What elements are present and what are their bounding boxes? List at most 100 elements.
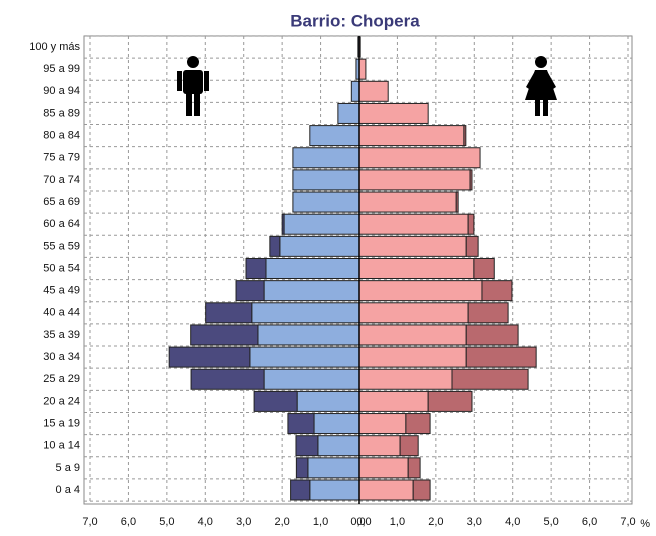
- bar: [358, 435, 401, 457]
- bar: [307, 457, 360, 479]
- bar: [283, 213, 360, 235]
- bar: [358, 258, 475, 279]
- bar: [358, 235, 467, 257]
- bar: [337, 102, 360, 124]
- bar: [358, 457, 409, 479]
- bar: [235, 280, 265, 302]
- bar: [251, 302, 360, 324]
- bar: [292, 169, 360, 191]
- x-tick-label: 3,0: [236, 516, 251, 528]
- y-tick-label: 95 a 99: [43, 63, 80, 75]
- bar: [358, 346, 467, 368]
- bar: [412, 479, 431, 501]
- bar: [463, 125, 467, 147]
- y-tick-label: 90 a 94: [43, 85, 80, 97]
- bar: [451, 368, 529, 390]
- x-tick-label: 5,0: [543, 516, 558, 528]
- y-tick-label: 0 a 4: [56, 484, 80, 496]
- y-tick-label: 45 a 49: [43, 285, 80, 297]
- bar: [263, 368, 360, 390]
- bar: [358, 390, 429, 412]
- bar: [481, 280, 513, 302]
- bar: [249, 346, 360, 368]
- bar: [309, 479, 360, 501]
- x-unit: %: [640, 518, 650, 530]
- bar: [295, 435, 319, 457]
- y-tick-label: 100 y más: [29, 41, 80, 53]
- x-tick-label: 3,0: [467, 516, 482, 528]
- bar: [358, 413, 407, 435]
- y-tick-label: 85 a 89: [43, 107, 80, 119]
- x-tick-label: 6,0: [582, 516, 597, 528]
- y-tick-label: 80 a 84: [43, 130, 80, 142]
- bar: [313, 413, 360, 435]
- x-tick-label: 2,0: [428, 516, 443, 528]
- x-tick-label: 4,0: [198, 516, 213, 528]
- bar: [296, 390, 360, 412]
- bar: [281, 213, 285, 235]
- bar: [292, 147, 360, 169]
- bar: [427, 390, 473, 412]
- bar: [469, 169, 473, 191]
- x-tick-label: 5,0: [159, 516, 174, 528]
- chart-title: Barrio: Chopera: [290, 11, 420, 30]
- male-icon: [177, 56, 209, 116]
- bar: [358, 368, 453, 390]
- bar: [350, 80, 360, 102]
- y-tick-label: 30 a 34: [43, 351, 80, 363]
- bar: [358, 479, 414, 501]
- x-tick-label: 1,0: [313, 516, 328, 528]
- bar: [292, 191, 360, 213]
- y-tick-label: 15 a 19: [43, 417, 80, 429]
- bar: [467, 302, 509, 324]
- bar: [245, 258, 267, 279]
- y-tick-label: 60 a 64: [43, 218, 80, 230]
- x-tick-label: 7,0: [82, 516, 97, 528]
- bar: [205, 302, 253, 324]
- x-tick-label: 7,0: [620, 516, 635, 528]
- y-tick-label: 65 a 69: [43, 196, 80, 208]
- bar: [358, 80, 389, 102]
- bar: [465, 346, 537, 368]
- y-tick-label: 75 a 79: [43, 152, 80, 164]
- bar: [358, 191, 457, 213]
- bar: [465, 235, 479, 257]
- bar: [190, 368, 265, 390]
- bar: [455, 191, 459, 213]
- y-tick-label: 50 a 54: [43, 262, 80, 274]
- bar: [265, 258, 360, 279]
- female-icon: [525, 56, 557, 116]
- y-tick-label: 35 a 39: [43, 329, 80, 341]
- bar: [358, 125, 465, 147]
- bar: [290, 479, 311, 501]
- bar: [405, 413, 431, 435]
- y-tick-label: 70 a 74: [43, 174, 80, 186]
- bar: [317, 435, 360, 457]
- bar: [257, 324, 360, 346]
- bar: [190, 324, 259, 346]
- y-tick-label: 10 a 14: [43, 440, 80, 452]
- bar: [473, 258, 495, 279]
- bar: [287, 413, 315, 435]
- y-tick-label: 20 a 24: [43, 395, 80, 407]
- y-tick-label: 25 a 29: [43, 373, 80, 385]
- bar: [269, 235, 281, 257]
- y-tick-label: 55 a 59: [43, 240, 80, 252]
- bar: [358, 58, 367, 80]
- y-tick-label: 5 a 9: [56, 462, 80, 474]
- x-tick-label: 2,0: [274, 516, 289, 528]
- bar: [358, 302, 469, 324]
- bar: [279, 235, 360, 257]
- bar: [253, 390, 298, 412]
- x-tick-label: 6,0: [121, 516, 136, 528]
- x-tick-label: 1,0: [390, 516, 405, 528]
- bar: [358, 102, 429, 124]
- bar: [358, 280, 483, 302]
- x-tick-label: 0,0: [350, 516, 365, 528]
- x-tick-label: 0,0: [356, 516, 371, 528]
- bar: [467, 213, 475, 235]
- bar: [358, 324, 467, 346]
- bars: [168, 36, 537, 504]
- bar: [295, 457, 309, 479]
